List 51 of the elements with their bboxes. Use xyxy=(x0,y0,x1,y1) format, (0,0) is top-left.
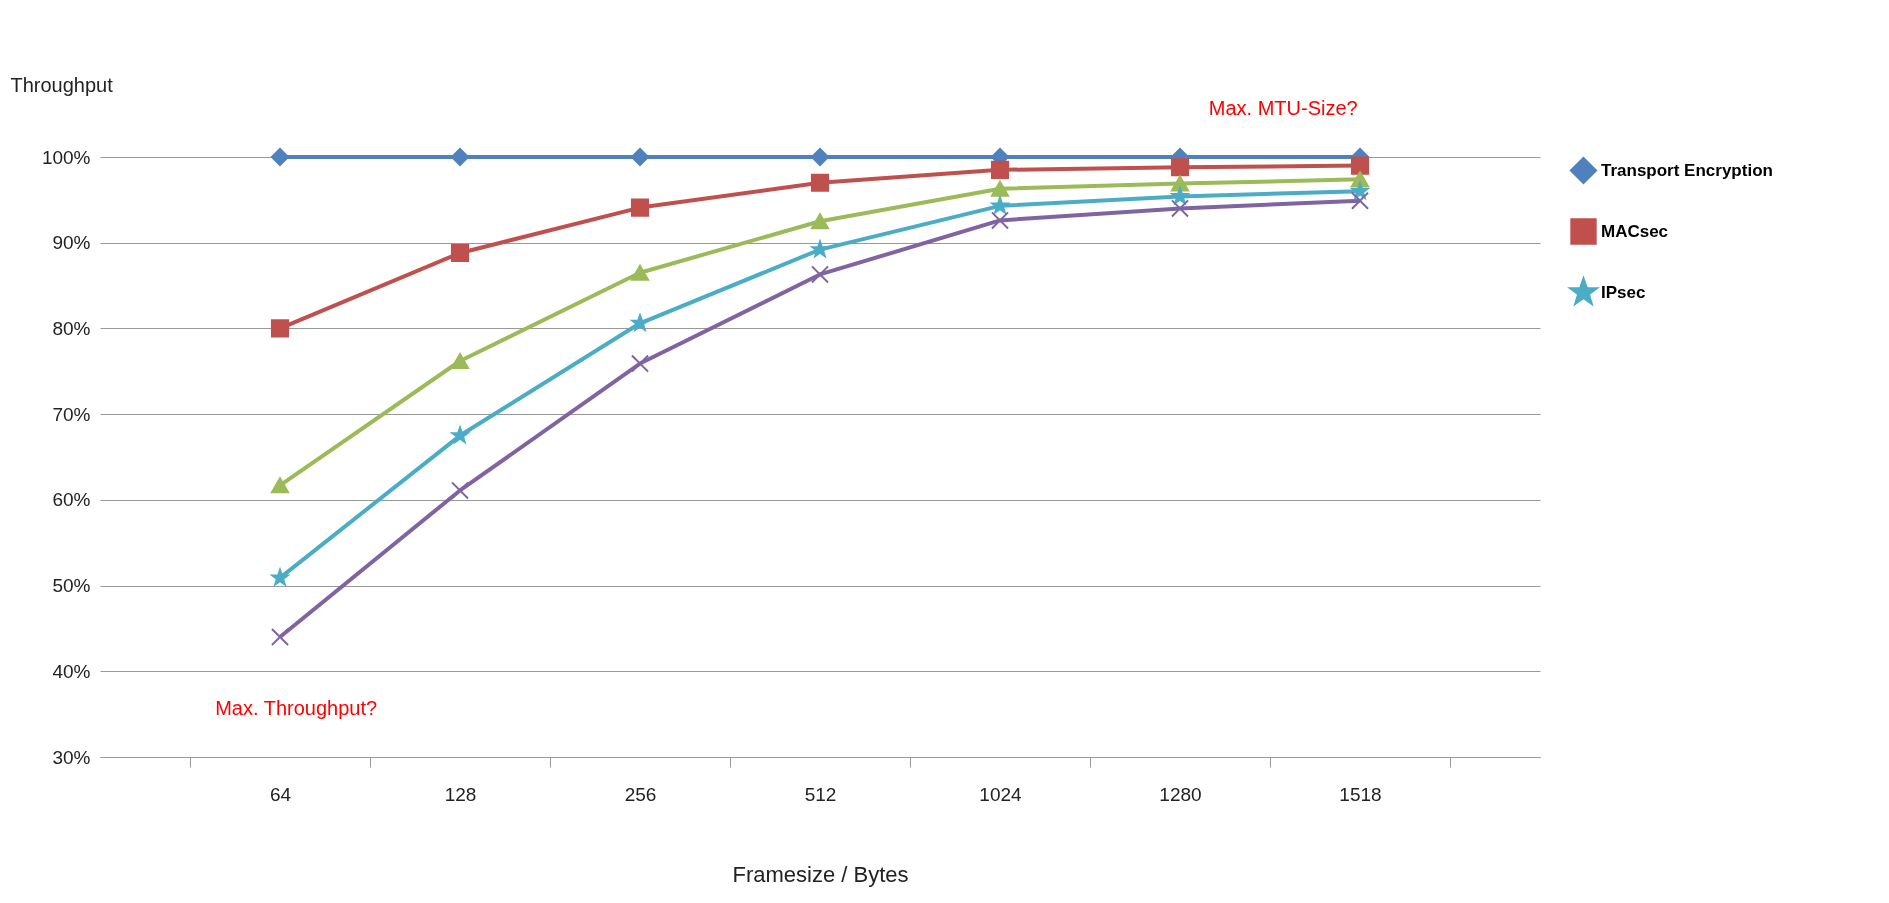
y-tick-label: 70% xyxy=(52,403,91,425)
y-tick-label: 50% xyxy=(52,575,91,597)
y-tick-label: 60% xyxy=(52,489,91,511)
point xyxy=(810,265,830,284)
legend-label: MACsec xyxy=(1601,221,1669,241)
point xyxy=(631,314,649,331)
y-tick-label: 30% xyxy=(52,746,91,768)
point xyxy=(270,627,290,647)
point xyxy=(270,319,290,338)
x-tick-label: 512 xyxy=(804,783,837,805)
x-tick-label: 1518 xyxy=(1339,783,1382,805)
point xyxy=(1170,158,1190,177)
x-tick-label: 256 xyxy=(624,783,657,805)
y-axis-title: Throughput xyxy=(10,73,114,96)
point xyxy=(270,147,290,167)
legend-label: Transport Encryption xyxy=(1601,160,1773,180)
point xyxy=(1350,156,1370,175)
x-tick-label: 64 xyxy=(269,783,292,805)
point xyxy=(810,213,830,230)
point xyxy=(1170,199,1190,218)
point xyxy=(990,180,1010,197)
point xyxy=(809,238,829,259)
x-tick-label: 1280 xyxy=(1159,783,1202,805)
point xyxy=(1350,191,1370,210)
annotation: Max. Throughput? xyxy=(215,697,378,719)
point xyxy=(990,211,1010,230)
point xyxy=(630,147,650,167)
point xyxy=(271,568,289,586)
y-tick-label: 80% xyxy=(52,317,91,339)
point xyxy=(450,481,470,500)
y-tick-label: 90% xyxy=(52,232,91,254)
point xyxy=(1351,182,1369,199)
point xyxy=(630,264,650,281)
point xyxy=(270,477,290,494)
text: Max. MTU-Size? xyxy=(1208,97,1358,119)
y-tick-label: 100% xyxy=(41,146,91,168)
point xyxy=(810,147,830,167)
y-tick-label: 40% xyxy=(52,660,91,682)
point xyxy=(450,243,470,263)
x-axis-title: Framesize / Bytes xyxy=(732,861,909,887)
point xyxy=(810,173,830,192)
legend-label: IPsec xyxy=(1601,282,1646,302)
point xyxy=(450,353,470,369)
point xyxy=(630,198,650,217)
x-tick-label: 1024 xyxy=(979,783,1023,805)
point xyxy=(990,160,1010,179)
point xyxy=(1171,187,1189,204)
x-tick-label: 128 xyxy=(444,783,477,805)
point xyxy=(450,147,470,167)
point xyxy=(991,196,1009,214)
point xyxy=(630,354,650,373)
